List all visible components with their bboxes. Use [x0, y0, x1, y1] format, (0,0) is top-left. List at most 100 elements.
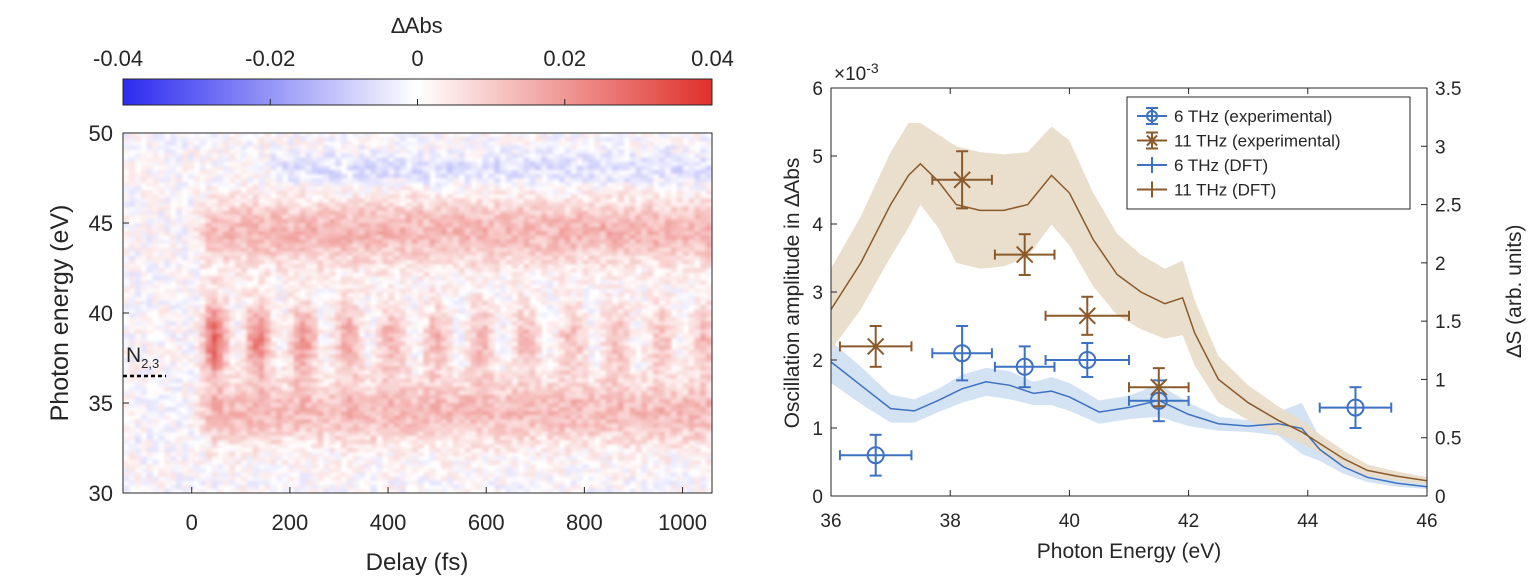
heatmap-cell [264, 411, 271, 416]
heatmap-cell [364, 300, 371, 306]
heatmap-cell [252, 427, 260, 433]
heatmap-cell [181, 476, 189, 482]
heatmap-cell [246, 288, 254, 294]
heatmap-cell [287, 390, 295, 396]
heatmap-cell [317, 231, 324, 236]
heatmap-cell [282, 304, 289, 310]
heatmap-cell [128, 411, 136, 416]
heatmap-cell [329, 263, 336, 269]
heatmap-cell [146, 448, 154, 453]
heatmap-cell [340, 173, 348, 179]
heatmap-cell [364, 390, 371, 396]
heatmap-cell [470, 276, 477, 281]
heatmap-cell [399, 223, 407, 228]
heatmap-cell [435, 488, 442, 493]
heatmap-cell [423, 415, 430, 420]
heatmap-cell [405, 427, 413, 433]
heatmap-cell [258, 448, 265, 453]
heatmap-cell [123, 223, 130, 228]
heatmap-cell [458, 452, 466, 457]
heatmap-cell [287, 214, 295, 220]
heatmap-cell [470, 231, 477, 236]
heatmap-cell [223, 182, 230, 187]
heatmap-cell [258, 194, 265, 200]
heatmap-cell [246, 276, 254, 281]
heatmap-cell [199, 239, 207, 245]
heatmap-cell [370, 247, 377, 253]
heatmap-cell [229, 202, 236, 208]
heatmap-cell [229, 259, 236, 265]
heatmap-cell [364, 439, 371, 445]
heatmap-cell [176, 153, 183, 159]
heatmap-cell [352, 173, 360, 179]
heatmap-cell [388, 464, 395, 470]
heatmap-cell [270, 353, 277, 359]
heatmap-cell [470, 173, 477, 179]
heatmap-cell [199, 190, 207, 195]
heatmap-cell [476, 186, 483, 191]
heatmap-cell [346, 296, 354, 302]
heatmap-cell [346, 374, 354, 380]
heatmap-cell [435, 345, 442, 351]
heatmap-cell [187, 443, 195, 449]
heatmap-cell [205, 484, 212, 490]
heatmap-cell [176, 276, 183, 281]
heatmap-cell [441, 456, 448, 461]
heatmap-cell [217, 370, 224, 375]
heatmap-cell [146, 403, 154, 408]
heatmap-cell [411, 292, 419, 298]
heatmap-cell [435, 165, 442, 171]
heatmap-cell [240, 468, 248, 474]
heatmap-cell [352, 329, 360, 335]
heatmap-cell [229, 488, 236, 493]
heatmap-cell [293, 149, 301, 155]
heatmap-cell [152, 137, 159, 142]
heatmap-cell [393, 439, 401, 445]
heatmap-cell [388, 370, 395, 375]
heatmap-cell [470, 362, 477, 367]
heatmap-cell [276, 431, 283, 437]
heatmap-cell [329, 456, 336, 461]
heatmap-cell [158, 358, 165, 363]
heatmap-cell [346, 268, 354, 273]
heatmap-cell [199, 304, 207, 310]
heatmap-cell [470, 345, 477, 351]
heatmap-cell [205, 378, 212, 384]
heatmap-cell [417, 308, 424, 314]
heatmap-cell [499, 362, 507, 367]
heatmap-cell [499, 366, 507, 371]
heatmap-cell [423, 439, 430, 445]
heatmap-cell [499, 345, 507, 351]
heatmap-cell [423, 325, 430, 330]
heatmap-cell [234, 386, 242, 392]
heatmap-cell [305, 300, 313, 306]
heatmap-cell [476, 149, 483, 155]
heatmap-cell [441, 317, 448, 322]
heatmap-cell [417, 259, 424, 265]
heatmap-cell [505, 464, 513, 470]
heatmap-cell [134, 484, 142, 490]
heatmap-cell [146, 472, 154, 478]
heatmap-cell [346, 480, 354, 486]
heatmap-cell [240, 165, 248, 171]
heatmap-cell [164, 468, 171, 474]
heatmap-cell [505, 268, 513, 273]
heatmap-cell [446, 366, 454, 371]
heatmap-cell [429, 141, 436, 146]
heatmap-cell [217, 427, 224, 433]
heatmap-cell [411, 210, 419, 216]
heatmap-cell [234, 415, 242, 420]
heatmap-cell [311, 398, 318, 404]
heatmap-cell [470, 247, 477, 253]
heatmap-cell [364, 308, 371, 314]
heatmap-cell [128, 227, 136, 232]
heatmap-cell [435, 173, 442, 179]
heatmap-cell [252, 190, 260, 195]
heatmap-cell [258, 296, 265, 302]
heatmap-cell [458, 374, 466, 380]
heatmap-cell [152, 276, 159, 281]
heatmap-cell [264, 435, 271, 441]
heatmap-cell [476, 182, 483, 187]
heatmap-cell [352, 288, 360, 294]
heatmap-cell [140, 337, 148, 343]
